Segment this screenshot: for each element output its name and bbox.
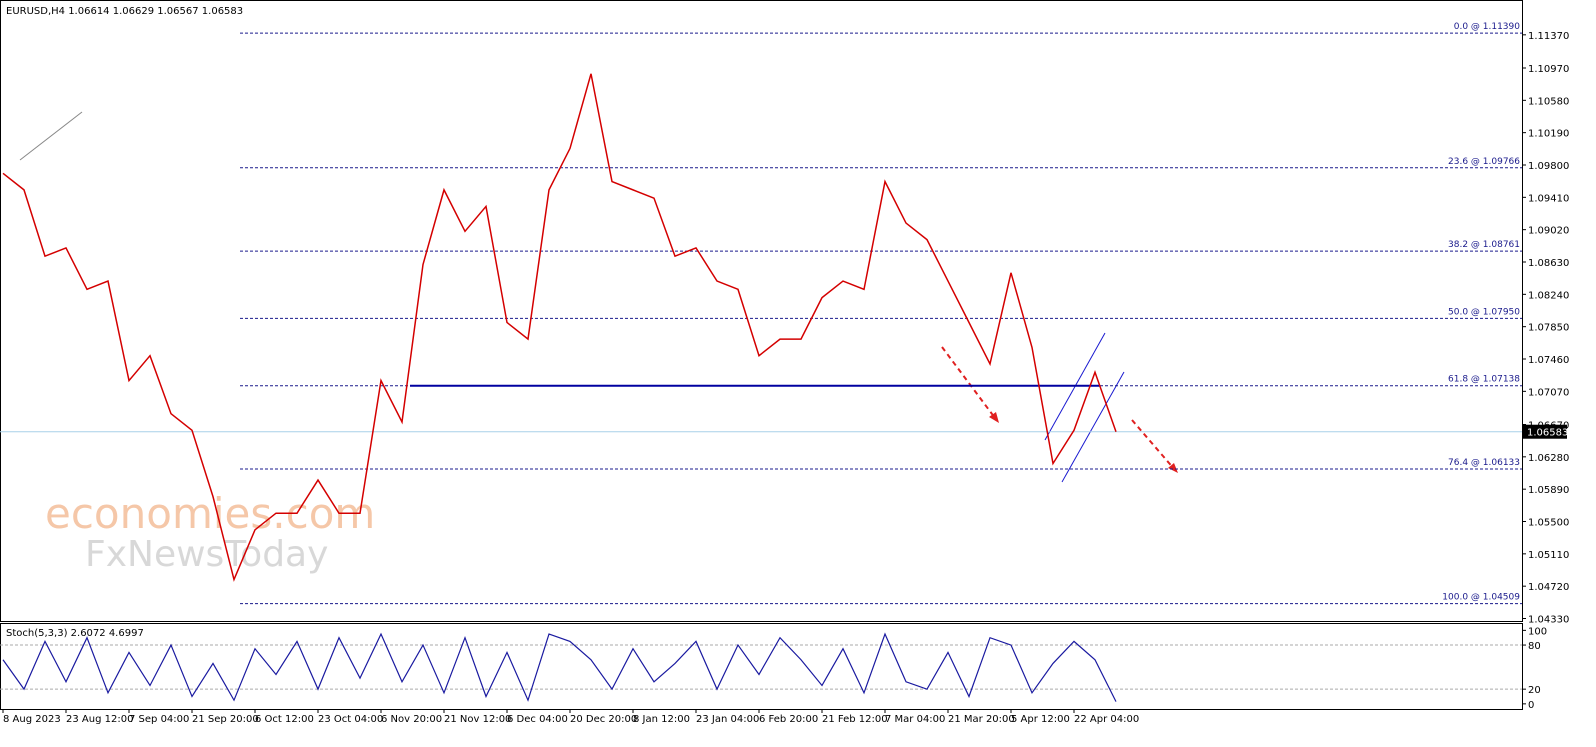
y-tick-label: 1.09800 [1528, 161, 1569, 172]
stoch-tick-label: 80 [1528, 641, 1541, 652]
y-tick-label: 1.09020 [1528, 226, 1569, 237]
fib-label: 100.0 @ 1.04509 [1442, 593, 1520, 603]
x-tick-label: 5 Apr 12:00 [1011, 714, 1070, 725]
x-tick-label: 20 Dec 20:00 [570, 714, 637, 725]
fib-label: 61.8 @ 1.07138 [1448, 375, 1520, 385]
y-tick-label: 1.10190 [1528, 129, 1569, 140]
stoch-line [2, 632, 1117, 702]
y-tick-label: 1.04720 [1528, 582, 1569, 593]
fib-label: 23.6 @ 1.09766 [1448, 157, 1520, 167]
y-tick-label: 1.11370 [1528, 31, 1569, 42]
bid-box [1523, 424, 1567, 439]
bid-label: 1.06583 [1527, 428, 1568, 439]
y-tick-label: 1.10580 [1528, 96, 1569, 107]
stoch-title: Stoch(5,3,3) 2.6072 4.6997 [6, 628, 144, 639]
y-tick-label: 1.07460 [1528, 355, 1569, 366]
watermark: economies.com [45, 489, 375, 538]
y-tick-label: 1.07070 [1528, 387, 1569, 398]
x-tick-label: 21 Sep 20:00 [192, 714, 259, 725]
arrow-heads [989, 412, 1178, 473]
fib-label: 50.0 @ 1.07950 [1448, 307, 1520, 317]
y-tick-label: 1.04330 [1528, 615, 1569, 626]
price-panel [0, 0, 1523, 622]
stoch-panel [0, 623, 1523, 710]
y-tick-label: 1.06280 [1528, 453, 1569, 464]
x-tick-label: 6 Nov 20:00 [381, 714, 442, 725]
x-tick-label: 21 Nov 12:00 [444, 714, 511, 725]
y-tick-label: 1.10970 [1528, 64, 1569, 75]
y-tick-label: 1.07850 [1528, 323, 1569, 334]
x-tick-label: 22 Apr 04:00 [1074, 714, 1139, 725]
x-tick-label: 8 Aug 2023 [3, 714, 61, 725]
price-line [2, 73, 1117, 582]
x-tick-label: 7 Sep 04:00 [129, 714, 189, 725]
y-tick-label: 1.08630 [1528, 258, 1569, 269]
arrows [941, 346, 1176, 471]
x-tick-label: 8 Jan 12:00 [633, 714, 690, 725]
x-tick-label: 23 Jan 04:00 [696, 714, 759, 725]
x-tick-label: 6 Dec 04:00 [507, 714, 568, 725]
stoch-tick-label: 0 [1528, 700, 1534, 711]
x-tick-label: 6 Feb 20:00 [759, 714, 818, 725]
y-tick-label: 1.05500 [1528, 518, 1569, 529]
fib-label: 0.0 @ 1.11390 [1454, 22, 1521, 32]
fib-label: 38.2 @ 1.08761 [1448, 240, 1520, 250]
y-tick-label: 1.08240 [1528, 290, 1569, 301]
y-tick-label: 1.05110 [1528, 550, 1569, 561]
y-tick-label: 1.05890 [1528, 485, 1569, 496]
fib-label: 76.4 @ 1.06133 [1448, 458, 1520, 468]
y-tick-label: 1.09410 [1528, 193, 1569, 204]
x-tick-label: 6 Oct 12:00 [255, 714, 314, 725]
x-tick-label: 21 Mar 20:00 [948, 714, 1015, 725]
x-tick-label: 23 Aug 12:00 [66, 714, 133, 725]
chart-title: EURUSD,H4 1.06614 1.06629 1.06567 1.0658… [6, 6, 243, 17]
x-tick-label: 23 Oct 04:00 [318, 714, 383, 725]
x-tick-label: 7 Mar 04:00 [885, 714, 945, 725]
x-tick-label: 21 Feb 12:00 [822, 714, 888, 725]
watermark: FxNewsToday [85, 534, 328, 575]
stoch-tick-label: 100 [1528, 626, 1547, 637]
stoch-tick-label: 20 [1528, 685, 1541, 696]
